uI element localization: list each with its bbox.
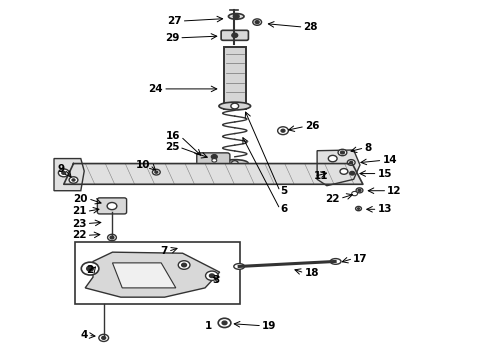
Circle shape [155,171,158,173]
Text: 3: 3 [212,275,220,285]
Text: 21: 21 [72,206,87,216]
Circle shape [358,189,361,192]
Circle shape [352,192,358,196]
Text: 8: 8 [365,143,371,153]
Polygon shape [64,163,363,184]
Text: 18: 18 [304,268,319,278]
Bar [223,47,246,109]
Circle shape [178,261,190,269]
Circle shape [102,337,106,339]
Circle shape [211,155,217,159]
Text: 1: 1 [205,321,212,331]
Text: 10: 10 [136,160,150,170]
Circle shape [152,169,160,175]
Text: 9: 9 [58,164,65,174]
Circle shape [107,203,117,210]
FancyBboxPatch shape [197,153,230,169]
Circle shape [72,179,75,181]
Circle shape [253,19,262,25]
FancyBboxPatch shape [98,198,126,214]
Text: 4: 4 [81,330,88,341]
Text: 15: 15 [377,168,392,179]
Circle shape [358,208,360,209]
Circle shape [218,318,231,328]
Circle shape [110,236,114,239]
Text: 24: 24 [148,84,163,94]
Text: 22: 22 [325,194,340,203]
Circle shape [99,334,109,342]
Polygon shape [113,263,176,288]
Text: 14: 14 [382,156,397,165]
Circle shape [62,171,66,174]
Circle shape [255,21,259,23]
Text: 17: 17 [353,253,368,264]
Polygon shape [85,252,220,297]
Text: 28: 28 [303,22,318,32]
FancyBboxPatch shape [221,30,248,40]
Circle shape [328,156,337,162]
Bar [75,242,240,304]
Circle shape [58,169,69,177]
Text: 16: 16 [166,131,181,141]
Text: 13: 13 [377,204,392,214]
Text: 2: 2 [86,265,93,275]
Text: 25: 25 [165,142,179,152]
Text: 7: 7 [161,247,168,256]
Circle shape [356,206,362,211]
Circle shape [81,262,99,275]
Text: 26: 26 [305,121,319,131]
Circle shape [341,151,344,154]
Polygon shape [317,150,360,186]
Text: 11: 11 [314,171,329,181]
Circle shape [209,274,214,278]
Circle shape [222,321,227,325]
Polygon shape [54,158,84,191]
Circle shape [338,149,347,156]
Text: 23: 23 [72,219,87,229]
Text: 20: 20 [74,194,88,203]
Ellipse shape [228,14,244,19]
Circle shape [278,127,288,135]
Ellipse shape [234,264,245,269]
Text: 29: 29 [165,33,179,43]
Text: 12: 12 [387,186,402,196]
Circle shape [205,271,218,280]
Ellipse shape [330,258,341,264]
Circle shape [108,234,116,241]
Circle shape [350,171,355,175]
Circle shape [87,266,94,271]
Ellipse shape [219,102,250,110]
Text: 6: 6 [280,204,287,214]
Text: 22: 22 [72,230,87,240]
Circle shape [340,168,348,174]
Circle shape [232,33,238,37]
Circle shape [356,188,363,193]
Circle shape [233,14,239,18]
Circle shape [281,129,285,132]
Circle shape [69,177,78,183]
Circle shape [347,159,355,165]
Text: 19: 19 [262,321,276,331]
Ellipse shape [221,159,248,167]
Circle shape [350,161,353,163]
Circle shape [231,161,238,166]
Circle shape [182,263,187,267]
Text: 5: 5 [280,186,287,197]
Circle shape [231,103,239,109]
Circle shape [212,158,217,162]
Text: 27: 27 [167,16,182,26]
